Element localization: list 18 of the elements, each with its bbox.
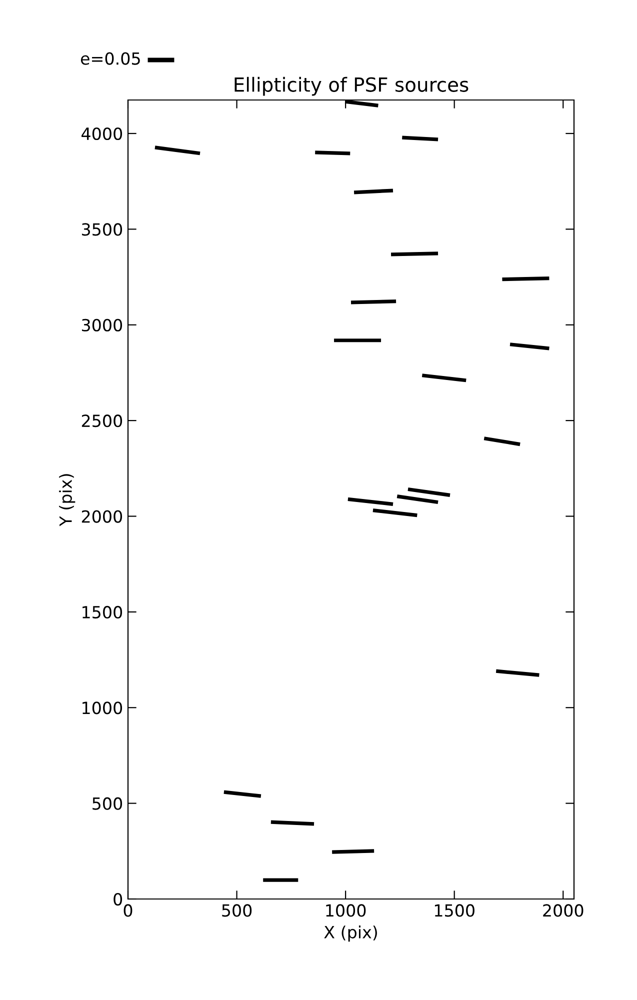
x-tick-label: 1000: [326, 904, 366, 917]
y-tick-label: 3500: [82, 223, 122, 236]
y-axis-title: Y (pix): [59, 474, 76, 526]
x-tick-label: 0: [124, 904, 132, 917]
x-axis-title: X (pix): [324, 926, 377, 942]
x-tick-label: 500: [222, 904, 252, 917]
y-tick-label: 1000: [82, 702, 122, 714]
y-tick-label: 2000: [82, 510, 122, 523]
y-tick-label: 1500: [82, 606, 122, 619]
x-tick-label: 1500: [434, 904, 474, 917]
y-tick-label: 500: [92, 797, 122, 810]
y-tick-label: 4000: [82, 127, 122, 140]
chart-title: Ellipticity of PSF sources: [234, 76, 468, 96]
text: e=0.05: [80, 52, 140, 65]
x-tick-label: 2000: [543, 904, 584, 917]
y-tick-label: 2500: [82, 414, 122, 428]
y-tick-label: 3000: [82, 318, 122, 332]
y-tick-label: 0: [114, 892, 122, 906]
